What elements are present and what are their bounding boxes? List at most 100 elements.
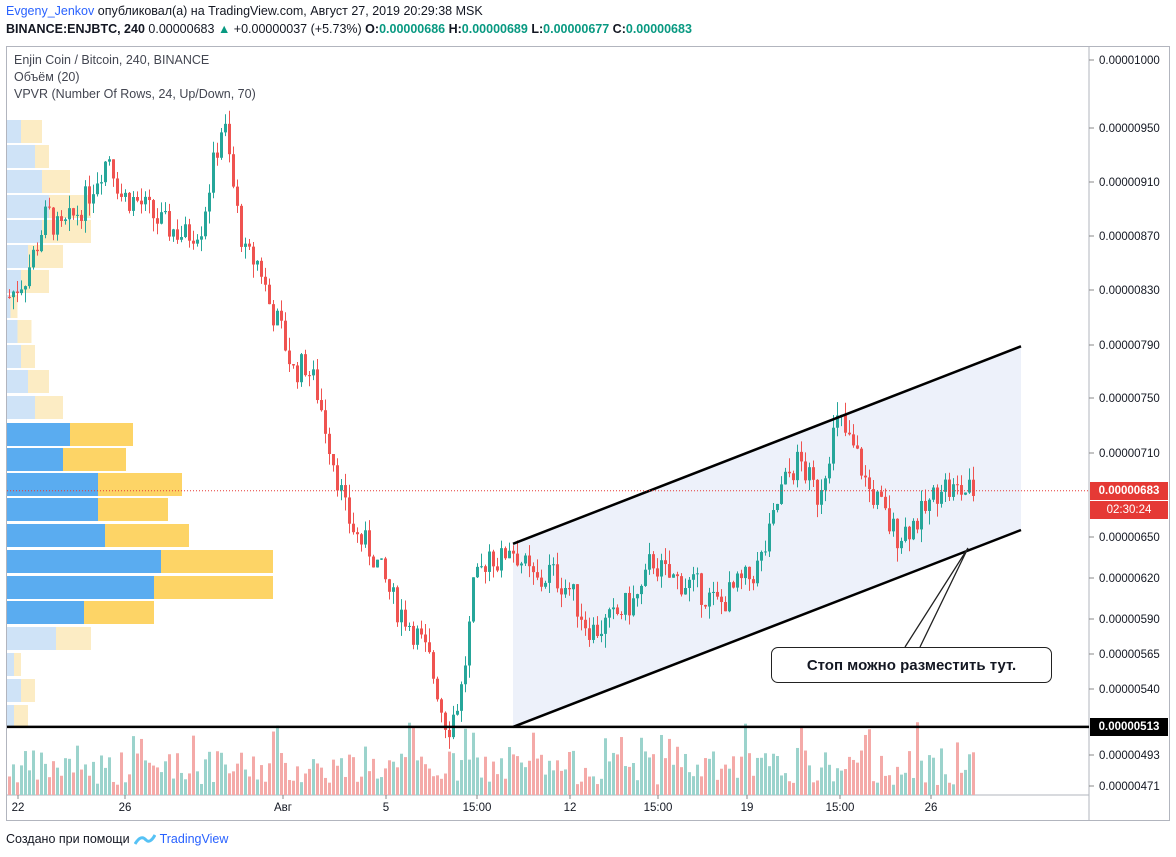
- candle-body: [144, 196, 147, 205]
- candle-body: [764, 551, 767, 553]
- vpvr-row-down: [98, 498, 168, 521]
- volume-bar: [704, 758, 707, 795]
- candle-body: [524, 555, 527, 564]
- candle-body: [108, 159, 111, 162]
- candle-body: [8, 296, 11, 298]
- volume-bar: [688, 772, 691, 795]
- vpvr-row-down: [35, 396, 63, 419]
- volume-bar: [20, 765, 23, 795]
- volume-bar: [204, 759, 207, 795]
- candle-body: [164, 211, 167, 213]
- volume-bar: [932, 757, 935, 795]
- volume-bar: [668, 738, 671, 795]
- vpvr-row-up: [7, 245, 28, 268]
- vpvr-row-up: [7, 345, 21, 368]
- candle-body: [636, 594, 639, 599]
- candle-body: [488, 551, 491, 572]
- volume-bar: [472, 732, 475, 795]
- volume-bar: [944, 774, 947, 795]
- publication-info: Evgeny_Jenkov опубликовал(а) на TradingV…: [6, 4, 483, 18]
- candle-body: [948, 479, 951, 497]
- volume-bar: [304, 773, 307, 795]
- candle-body: [656, 568, 659, 577]
- candle-body: [244, 243, 247, 247]
- y-tick-label: 0.00000540: [1099, 684, 1160, 696]
- candle-body: [348, 497, 351, 524]
- candle-body: [372, 556, 375, 568]
- volume-bar: [952, 784, 955, 795]
- vpvr-row-up: [7, 705, 14, 728]
- candle-body: [448, 729, 451, 738]
- volume-bar: [84, 764, 87, 795]
- vpvr-row-down: [84, 601, 154, 624]
- candle-body: [24, 286, 27, 290]
- candle-body: [396, 587, 399, 623]
- volume-bar: [768, 766, 771, 795]
- volume-bar: [592, 776, 595, 795]
- volume-bar: [528, 760, 531, 795]
- candle-body: [668, 564, 671, 578]
- candle-body: [540, 577, 543, 587]
- footer-brand[interactable]: TradingView: [159, 832, 229, 846]
- volume-bar: [396, 767, 399, 795]
- candle-body: [196, 239, 199, 244]
- vpvr-row-up: [7, 295, 11, 318]
- volume-bar: [708, 758, 711, 795]
- vpvr-row-up: [7, 627, 56, 650]
- volume-bar: [440, 778, 443, 795]
- candle-body: [644, 569, 647, 586]
- candle-body: [800, 451, 803, 462]
- volume-bar: [412, 725, 415, 795]
- volume-bar: [800, 725, 803, 795]
- candle-body: [124, 192, 127, 197]
- candle-body: [548, 564, 551, 583]
- candle-body: [804, 461, 807, 481]
- candle-body: [312, 369, 315, 376]
- candle-body: [684, 587, 687, 595]
- volume-bar: [144, 760, 147, 795]
- volume-bar: [808, 765, 811, 795]
- candle-body: [240, 205, 243, 247]
- y-tick-label: 0.00001000: [1099, 55, 1160, 67]
- volume-bar: [52, 761, 55, 795]
- candle-body: [912, 520, 915, 540]
- volume-bar: [196, 771, 199, 795]
- volume-bar: [532, 732, 535, 795]
- vpvr-row-up: [7, 320, 18, 343]
- candle-body: [572, 584, 575, 590]
- candle-body: [892, 518, 895, 532]
- volume-bar: [848, 756, 851, 795]
- volume-bar: [476, 757, 479, 795]
- y-tick-label: 0.00000650: [1099, 532, 1160, 544]
- chart-frame: [6, 46, 1170, 821]
- candle-body: [188, 224, 191, 241]
- volume-bar: [132, 736, 135, 795]
- volume-bar: [128, 774, 131, 795]
- candle-body: [276, 310, 279, 326]
- annotation-callout[interactable]: Стоп можно разместить тут.: [771, 647, 1052, 683]
- volume-bar: [332, 759, 335, 795]
- ticker-line: BINANCE:ENJBTC, 240: [6, 22, 145, 36]
- candle-body: [612, 607, 615, 610]
- volume-bar: [192, 735, 195, 795]
- candle-body: [168, 211, 171, 237]
- candle-body: [752, 579, 755, 584]
- ohlc-line: BINANCE:ENJBTC, 240 0.00000683 ▲ +0.0000…: [6, 22, 692, 36]
- candle-body: [252, 246, 255, 265]
- volume-bar: [308, 768, 311, 795]
- candle-body: [584, 619, 587, 629]
- vpvr-row-down: [17, 320, 32, 343]
- vpvr-row-down: [14, 653, 21, 676]
- volume-bar: [908, 751, 911, 795]
- candle-body: [60, 216, 63, 221]
- volume-bar: [640, 737, 643, 795]
- author-link[interactable]: Evgeny_Jenkov: [6, 4, 95, 18]
- candle-body: [52, 207, 55, 235]
- open-value: 0.00000686: [379, 22, 446, 36]
- candle-body: [500, 548, 503, 571]
- volume-bar: [480, 777, 483, 795]
- candle-body: [40, 235, 43, 252]
- candle-body: [588, 628, 591, 640]
- high-label: H:: [448, 22, 462, 36]
